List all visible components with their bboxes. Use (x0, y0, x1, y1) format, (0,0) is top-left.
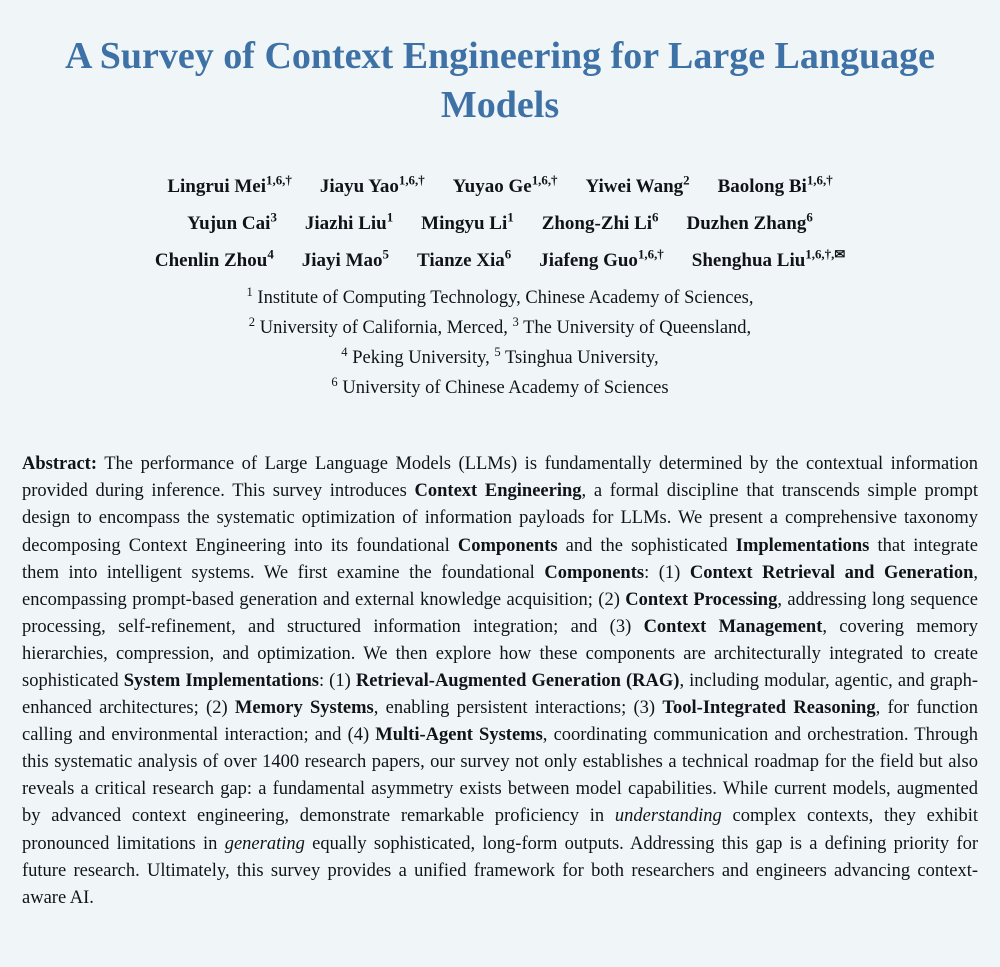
abstract-segment-bold: Memory Systems (234, 698, 374, 719)
abstract-segment: , covering memory hierarchies, compressi… (22, 616, 979, 691)
author-name: Shenghua Liu1,6,†,✉ (691, 246, 846, 271)
paper-page: A Survey of Context Engineering for Larg… (22, 35, 978, 912)
abstract-segment-bold: Components (457, 535, 558, 556)
abstract-segment: : (1) (318, 671, 356, 691)
abstract-segment-bold: Implementations (735, 535, 870, 556)
abstract-segment-bold: Tool-Integrated Reasoning (662, 698, 876, 719)
author-affiliation-marker: 6 (652, 209, 659, 225)
author-affiliation-marker: 6 (504, 246, 512, 262)
affiliation-line-1: 1 Institute of Computing Technology, Chi… (22, 284, 978, 309)
abstract-segment: , addressing long sequence processing, s… (22, 589, 979, 637)
abstract-segment: equally sophisticated, long-form outputs… (22, 833, 978, 908)
author-name: Yiwei Wang2 (585, 172, 690, 198)
author-name: Duzhen Zhang6 (686, 209, 813, 234)
author-affiliation-marker: 1,6,† (637, 246, 664, 262)
author-name: Zhong-Zhi Li6 (541, 209, 659, 234)
author-affiliation-marker: 1 (507, 209, 514, 225)
affiliation-text: University of Chinese Academy of Science… (337, 378, 669, 399)
author-name: Jiayu Yao1,6,† (319, 172, 425, 198)
abstract-text: The performance of Large Language Models… (22, 454, 978, 908)
abstract-segment: and the sophisticated (557, 535, 736, 556)
affiliation-line-4: 6 University of Chinese Academy of Scien… (22, 374, 978, 399)
author-name: Chenlin Zhou4 (154, 246, 274, 271)
author-affiliation-marker: 1 (386, 209, 394, 225)
abstract-paragraph: Abstract: The performance of Large Langu… (22, 451, 978, 912)
author-name: Jiazhi Liu1 (304, 209, 394, 234)
author-name: Tianze Xia6 (416, 246, 512, 271)
author-name: Yuyao Ge1,6,† (452, 172, 558, 198)
abstract-segment: : (1) (644, 562, 690, 583)
abstract-segment-italic: generating (224, 833, 305, 854)
abstract-segment-italic: understanding (614, 806, 722, 827)
author-block: Lingrui Mei1,6,† Jiayu Yao1,6,† Yuyao Ge1,… (22, 172, 978, 273)
affiliation-marker: 5 (494, 344, 501, 359)
abstract-segment-bold: Components (544, 562, 645, 583)
author-row-1: Lingrui Mei1,6,† Jiayu Yao1,6,† Yuyao Ge1,… (22, 172, 978, 199)
abstract-label: Abstract: (22, 454, 98, 475)
abstract-segment-bold: System Implementations (123, 671, 319, 691)
abstract-segment-bold: Context Engineering (414, 481, 582, 502)
affiliation-marker: 4 (341, 344, 348, 359)
author-affiliation-marker: 1,6,† (266, 172, 292, 188)
affiliation-text: The University of Queensland, (518, 317, 752, 338)
abstract-segment-bold: Context Retrieval and Generation (689, 562, 974, 583)
author-affiliation-marker: 1,6,† (806, 172, 833, 188)
author-affiliation-marker: 3 (270, 209, 277, 225)
affiliation-marker: 2 (248, 314, 256, 329)
abstract-segment-bold: Retrieval-Augmented Generation (RAG) (355, 671, 680, 691)
author-name: Mingyu Li1 (421, 209, 514, 234)
author-affiliation-marker: 5 (382, 246, 389, 262)
author-name: Jiafeng Guo1,6,† (539, 246, 664, 271)
abstract-segment-bold: Context Management (643, 616, 823, 637)
abstract-segment: that integrate them into intelligent sys… (22, 535, 978, 583)
author-affiliation-marker: 1,6,† (531, 172, 558, 188)
author-name: Baolong Bi1,6,† (717, 172, 833, 198)
author-name: Jiayi Mao5 (301, 246, 389, 271)
abstract-segment: , coordinating communication and orchest… (22, 725, 979, 827)
affiliation-text: Tsinghua University, (500, 347, 659, 368)
affiliation-marker: 3 (512, 314, 519, 329)
abstract-segment: , a formal discipline that transcends si… (22, 481, 978, 556)
affiliation-text: Institute of Computing Technology, Chine… (252, 287, 754, 308)
author-row-2: Yujun Cai3 Jiazhi Liu1 Mingyu Li1 Zhong-Zhi… (22, 209, 978, 236)
affiliation-text: Peking University, (347, 347, 495, 368)
paper-title: A Survey of Context Engineering for Larg… (64, 35, 936, 126)
abstract-segment: , enabling persistent interactions; (3) (373, 698, 663, 719)
author-affiliation-marker: 2 (683, 172, 690, 188)
author-affiliation-marker: 1,6,† (398, 172, 425, 188)
author-affiliation-marker: 1,6,†,✉ (805, 246, 846, 262)
author-affiliation-marker: 4 (267, 246, 274, 262)
affiliation-marker: 1 (246, 284, 253, 299)
affiliation-marker: 6 (331, 374, 338, 389)
abstract-segment: complex contexts, they exhibit pronounce… (22, 806, 978, 854)
affiliation-block: 1 Institute of Computing Technology, Chi… (22, 284, 978, 400)
affiliation-line-3: 4 Peking University, 5 Tsinghua Universi… (22, 344, 978, 369)
abstract-segment-bold: Context Processing (625, 589, 778, 610)
affiliation-line-2: 2 University of California, Merced, 3 Th… (22, 314, 978, 339)
affiliation-text: University of California, Merced, (255, 317, 513, 338)
abstract-segment: The performance of Large Language Models… (22, 454, 978, 502)
abstract-segment: , encompassing prompt-based generation a… (22, 562, 978, 610)
author-name: Yujun Cai3 (187, 209, 277, 234)
abstract-segment: , including modular, agentic, and graph-… (22, 671, 978, 719)
author-name: Lingrui Mei1,6,† (167, 172, 292, 198)
abstract-segment-bold: Multi-Agent Systems (375, 725, 543, 746)
abstract-segment: , for function calling and environmental… (22, 698, 978, 746)
author-affiliation-marker: 6 (806, 209, 813, 225)
author-row-3: Chenlin Zhou4 Jiayi Mao5 Tianze Xia6 Jiafen… (22, 246, 978, 273)
